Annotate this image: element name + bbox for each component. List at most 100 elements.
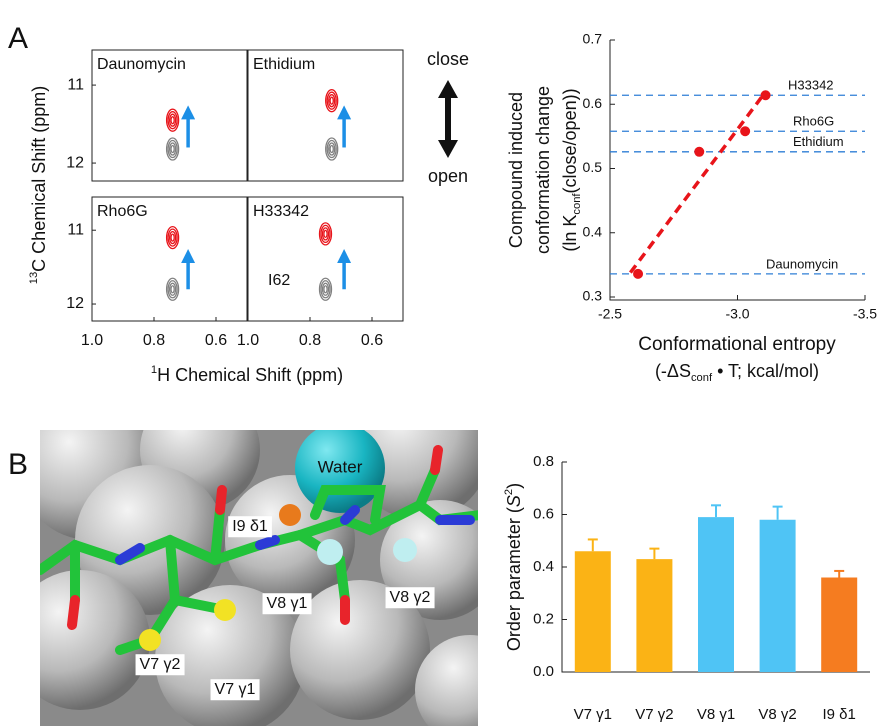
x-axis-label: 1H Chemical Shift (ppm) bbox=[151, 364, 343, 385]
y-axis-label-part: (close/open)) bbox=[560, 88, 580, 193]
direction-label: open bbox=[428, 166, 468, 186]
bar bbox=[821, 578, 857, 673]
atom-ball bbox=[279, 504, 301, 526]
x-axis-label-part: (-ΔS bbox=[655, 361, 691, 381]
contour-ring bbox=[330, 146, 333, 153]
y-axis-label: (ln Kconf(close/open)) bbox=[560, 88, 583, 251]
spectrum-title: Ethidium bbox=[253, 56, 315, 73]
reference-label: Daunomycin bbox=[766, 256, 838, 271]
peak-annotation: I62 bbox=[268, 272, 290, 289]
y-tick-label: 0.0 bbox=[533, 663, 554, 680]
bar bbox=[575, 551, 611, 672]
x-tick-label: -3.0 bbox=[725, 306, 749, 322]
bar bbox=[636, 559, 672, 672]
y-tick-label: 12 bbox=[66, 295, 84, 312]
y-tick-label: 12 bbox=[66, 154, 84, 171]
y-tick-label: 0.3 bbox=[583, 288, 603, 304]
y-tick-label: 0.6 bbox=[533, 505, 554, 522]
structure-label: V8 γ2 bbox=[390, 589, 431, 606]
peak bbox=[167, 138, 179, 160]
structure-label: V8 γ1 bbox=[267, 595, 308, 612]
y-axis-label-part: Order parameter ( bbox=[504, 507, 524, 651]
point bbox=[740, 126, 750, 136]
y-tick-label: 0.4 bbox=[533, 558, 554, 575]
peak bbox=[326, 138, 338, 160]
bar bbox=[698, 517, 734, 672]
contour-ring bbox=[171, 286, 174, 293]
structure-label: Water bbox=[318, 457, 363, 476]
peak bbox=[167, 109, 179, 131]
reference-label: Ethidium bbox=[793, 134, 844, 149]
panel-label: B bbox=[8, 448, 28, 481]
point bbox=[761, 90, 771, 100]
point bbox=[633, 269, 643, 279]
direction-label: close bbox=[427, 49, 469, 69]
y-tick-label: 11 bbox=[67, 76, 84, 93]
x-tick-label: 0.8 bbox=[299, 332, 321, 349]
contour-ring bbox=[324, 230, 327, 237]
molecule-image bbox=[10, 380, 525, 726]
atom-ball bbox=[317, 539, 343, 565]
x-tick-label: 1.0 bbox=[81, 332, 103, 349]
y-axis-label-part: conf bbox=[571, 193, 583, 215]
peak bbox=[320, 278, 332, 300]
contour-ring bbox=[171, 146, 174, 153]
y-axis-label-part: C Chemical Shift (ppm) bbox=[29, 86, 49, 272]
atom-ball bbox=[214, 599, 236, 621]
x-axis-label-part: • T; kcal/mol) bbox=[712, 361, 819, 381]
double-arrow bbox=[438, 80, 458, 158]
reference-label: H33342 bbox=[788, 78, 834, 93]
peak bbox=[320, 223, 332, 245]
y-tick-label: 0.7 bbox=[583, 31, 603, 47]
peak bbox=[326, 90, 338, 112]
y-axis-label-part: ) bbox=[504, 483, 524, 489]
x-axis-label-part: H Chemical Shift (ppm) bbox=[157, 365, 343, 385]
x-tick-label: V8 γ2 bbox=[758, 706, 796, 723]
x-tick-label: -2.5 bbox=[598, 306, 622, 322]
figure: A B Water I9 δ1 V8 γ1 V8 γ2 V7 γ2 V7 γ1 Dauno… bbox=[0, 0, 882, 726]
y-axis-label: Order parameter (S2) bbox=[503, 483, 524, 651]
y-tick-label: 0.6 bbox=[583, 95, 603, 111]
contour-ring bbox=[330, 97, 333, 104]
contour-ring bbox=[324, 286, 327, 293]
y-tick-label: 0.4 bbox=[583, 223, 603, 239]
structure-label: V7 γ1 bbox=[215, 681, 256, 698]
x-axis-label: Conformational entropy bbox=[638, 334, 836, 355]
y-axis-label-part: 13 bbox=[28, 272, 40, 284]
y-tick-label: 11 bbox=[67, 221, 84, 238]
x-tick-label: 0.6 bbox=[361, 332, 383, 349]
x-axis-label: (-ΔSconf • T; kcal/mol) bbox=[655, 361, 819, 384]
x-tick-label: 1.0 bbox=[237, 332, 259, 349]
peak bbox=[167, 227, 179, 249]
x-axis-label-part: conf bbox=[691, 372, 713, 384]
y-tick-label: 0.5 bbox=[583, 159, 603, 175]
structure-label: V7 γ2 bbox=[140, 656, 181, 673]
atom-ball bbox=[393, 538, 417, 562]
reference-label: Rho6G bbox=[793, 114, 834, 129]
y-tick-label: 0.2 bbox=[533, 610, 554, 627]
panel-label: A bbox=[8, 22, 28, 55]
x-tick-label: V7 γ1 bbox=[574, 706, 612, 723]
y-tick-label: 0.8 bbox=[533, 453, 554, 470]
x-tick-label: V8 γ1 bbox=[697, 706, 735, 723]
bar bbox=[760, 520, 796, 672]
spectrum-title: Daunomycin bbox=[97, 56, 186, 73]
x-tick-label: -3.5 bbox=[853, 306, 877, 322]
fit-line bbox=[630, 95, 763, 272]
structure-label: I9 δ1 bbox=[232, 518, 268, 535]
peak bbox=[167, 278, 179, 300]
page: {"panels":["A","B"], "structure":{"label… bbox=[0, 0, 882, 726]
contour-ring bbox=[171, 117, 174, 124]
x-tick-label: 0.6 bbox=[205, 332, 227, 349]
y-axis-label-part: S bbox=[504, 495, 524, 507]
spectrum-title: Rho6G bbox=[97, 203, 148, 220]
y-axis-label: Compound induced bbox=[506, 92, 526, 248]
spectrum-title: H33342 bbox=[253, 203, 309, 220]
x-tick-label: I9 δ1 bbox=[823, 706, 856, 723]
contour-ring bbox=[171, 234, 174, 241]
point bbox=[694, 147, 704, 157]
x-tick-label: 0.8 bbox=[143, 332, 165, 349]
atom-ball bbox=[139, 629, 161, 651]
y-axis-label: 13C Chemical Shift (ppm) bbox=[28, 86, 49, 284]
y-axis-label-part: (ln K bbox=[560, 215, 580, 252]
